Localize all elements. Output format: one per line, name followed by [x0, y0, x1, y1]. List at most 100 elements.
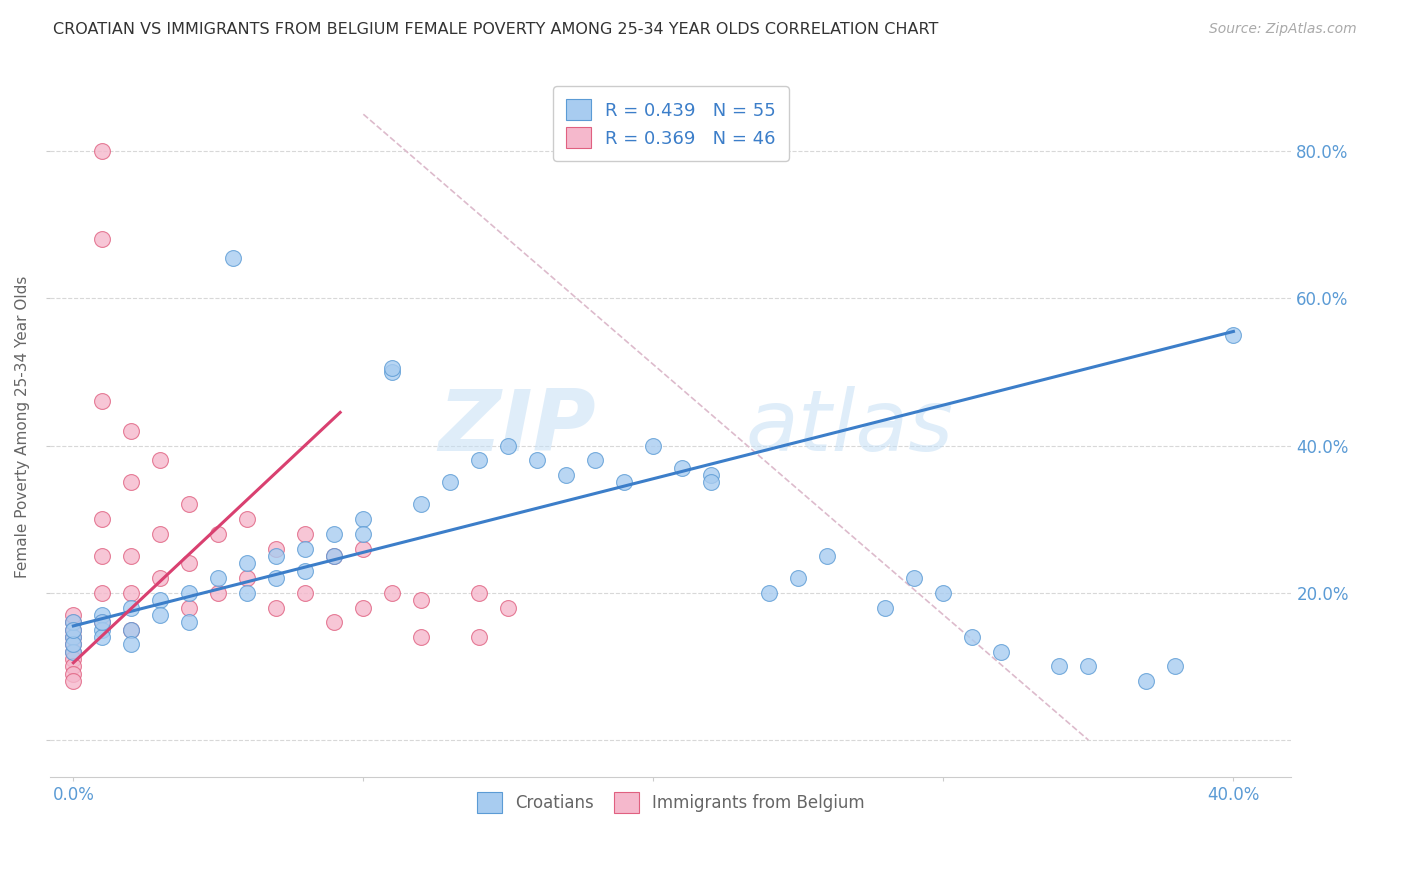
- Text: atlas: atlas: [745, 385, 953, 468]
- Point: [381, 361, 404, 376]
- Point: [323, 527, 346, 541]
- Point: [91, 586, 114, 600]
- Point: [411, 498, 433, 512]
- Point: [323, 549, 346, 563]
- Point: [468, 586, 491, 600]
- Point: [352, 600, 374, 615]
- Point: [120, 475, 142, 490]
- Point: [294, 564, 316, 578]
- Point: [62, 645, 84, 659]
- Point: [149, 593, 172, 607]
- Point: [613, 475, 636, 490]
- Point: [352, 527, 374, 541]
- Point: [294, 541, 316, 556]
- Point: [266, 541, 288, 556]
- Point: [236, 512, 259, 526]
- Point: [91, 615, 114, 630]
- Point: [62, 607, 84, 622]
- Point: [120, 586, 142, 600]
- Point: [62, 645, 84, 659]
- Point: [62, 630, 84, 644]
- Point: [91, 144, 114, 158]
- Point: [758, 586, 780, 600]
- Text: Source: ZipAtlas.com: Source: ZipAtlas.com: [1209, 22, 1357, 37]
- Point: [352, 541, 374, 556]
- Point: [62, 623, 84, 637]
- Point: [91, 232, 114, 246]
- Point: [120, 549, 142, 563]
- Point: [1222, 328, 1244, 343]
- Point: [179, 498, 201, 512]
- Point: [179, 586, 201, 600]
- Point: [120, 600, 142, 615]
- Point: [62, 659, 84, 673]
- Point: [381, 586, 404, 600]
- Point: [91, 623, 114, 637]
- Point: [236, 557, 259, 571]
- Point: [498, 600, 520, 615]
- Text: ZIP: ZIP: [439, 385, 596, 468]
- Point: [468, 453, 491, 467]
- Point: [91, 549, 114, 563]
- Point: [62, 615, 84, 630]
- Point: [266, 571, 288, 585]
- Point: [643, 439, 665, 453]
- Point: [91, 512, 114, 526]
- Point: [323, 615, 346, 630]
- Point: [236, 571, 259, 585]
- Point: [149, 607, 172, 622]
- Point: [1077, 659, 1099, 673]
- Point: [1164, 659, 1187, 673]
- Point: [236, 586, 259, 600]
- Point: [468, 630, 491, 644]
- Point: [932, 586, 955, 600]
- Point: [962, 630, 984, 644]
- Point: [91, 394, 114, 409]
- Point: [411, 593, 433, 607]
- Point: [526, 453, 548, 467]
- Point: [62, 630, 84, 644]
- Point: [294, 586, 316, 600]
- Text: CROATIAN VS IMMIGRANTS FROM BELGIUM FEMALE POVERTY AMONG 25-34 YEAR OLDS CORRELA: CROATIAN VS IMMIGRANTS FROM BELGIUM FEMA…: [53, 22, 939, 37]
- Point: [990, 645, 1012, 659]
- Point: [62, 615, 84, 630]
- Legend: Croatians, Immigrants from Belgium: Croatians, Immigrants from Belgium: [465, 780, 876, 824]
- Point: [266, 549, 288, 563]
- Point: [266, 600, 288, 615]
- Point: [149, 571, 172, 585]
- Point: [149, 527, 172, 541]
- Point: [62, 637, 84, 651]
- Point: [352, 512, 374, 526]
- Point: [62, 666, 84, 681]
- Point: [207, 586, 229, 600]
- Point: [411, 630, 433, 644]
- Point: [120, 424, 142, 438]
- Point: [149, 453, 172, 467]
- Point: [381, 365, 404, 379]
- Point: [498, 439, 520, 453]
- Point: [120, 637, 142, 651]
- Point: [179, 557, 201, 571]
- Point: [120, 623, 142, 637]
- Point: [700, 468, 723, 483]
- Point: [1135, 674, 1157, 689]
- Point: [583, 453, 606, 467]
- Point: [787, 571, 810, 585]
- Point: [439, 475, 461, 490]
- Point: [179, 600, 201, 615]
- Point: [555, 468, 578, 483]
- Point: [62, 637, 84, 651]
- Point: [62, 674, 84, 689]
- Point: [207, 527, 229, 541]
- Point: [207, 571, 229, 585]
- Point: [1049, 659, 1071, 673]
- Point: [815, 549, 838, 563]
- Point: [903, 571, 925, 585]
- Point: [179, 615, 201, 630]
- Point: [700, 475, 723, 490]
- Point: [222, 251, 245, 265]
- Point: [91, 615, 114, 630]
- Point: [62, 652, 84, 666]
- Point: [323, 549, 346, 563]
- Point: [875, 600, 897, 615]
